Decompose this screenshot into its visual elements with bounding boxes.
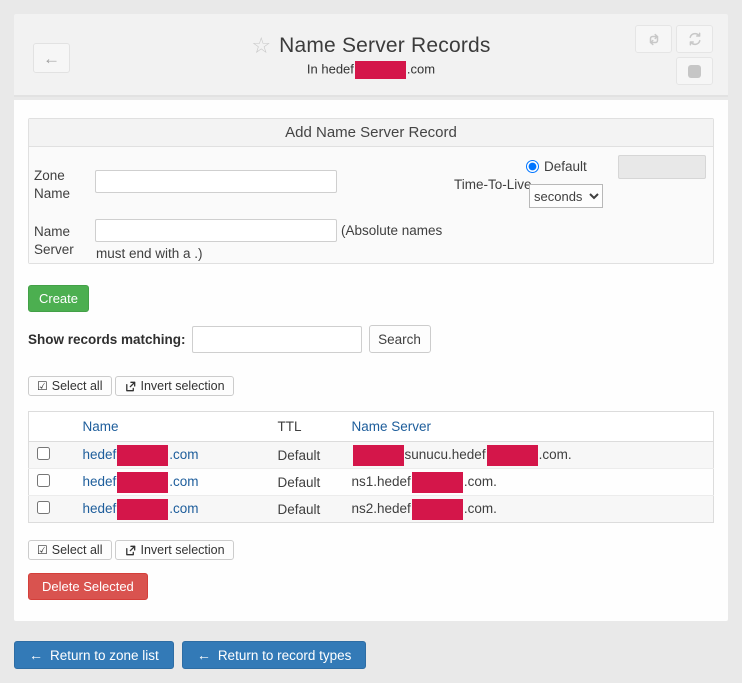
- name-server-label: Name Server: [34, 224, 74, 257]
- redaction-box: [354, 61, 406, 79]
- refresh-icon: [687, 31, 703, 47]
- form-body: Zone Name Time-To-Live Default seconds N…: [29, 147, 713, 263]
- invert-selection-label: Invert selection: [140, 543, 225, 557]
- record-ttl: Default: [277, 447, 321, 463]
- record-name-link[interactable]: hedef .com: [83, 471, 199, 493]
- invert-selection-icon: [124, 380, 137, 393]
- column-header-name[interactable]: Name: [82, 419, 119, 434]
- redaction-box: [486, 444, 538, 466]
- redaction-box: [117, 471, 169, 493]
- search-button[interactable]: Search: [368, 325, 431, 353]
- record-name-server: ns1.hedef .com.: [352, 469, 714, 496]
- table-header-row: Name TTL Name Server: [28, 411, 714, 442]
- record-ttl: Default: [277, 474, 321, 490]
- page-header: ← ☆ Name Server Records In hedef .com: [14, 14, 728, 97]
- title-wrap: ☆ Name Server Records In hedef .com: [14, 14, 728, 79]
- checkbox-checked-icon: ☑: [37, 543, 48, 557]
- invert-selection-icon: [124, 544, 137, 557]
- left-arrow-icon: ←: [196, 647, 211, 663]
- refresh-button[interactable]: [676, 25, 713, 53]
- table-row: hedef .com Default ns2.hedef .com.: [28, 495, 714, 523]
- return-to-zone-list-label: Return to zone list: [50, 647, 159, 663]
- back-arrow-icon: ←: [43, 48, 60, 68]
- select-all-label: Select all: [51, 543, 103, 557]
- redaction-box: [352, 444, 404, 466]
- record-name-link[interactable]: hedef .com: [83, 498, 199, 520]
- left-arrow-icon: ←: [29, 647, 43, 663]
- ttl-value-input[interactable]: [618, 155, 706, 179]
- stop-button[interactable]: [676, 57, 713, 85]
- select-all-label: Select all: [51, 379, 103, 393]
- redaction-box: [411, 471, 463, 493]
- search-row: Show records matching: Search: [28, 325, 714, 353]
- add-record-form: Add Name Server Record Zone Name Time-To…: [28, 118, 714, 264]
- selection-controls-bottom: ☑ Select all Invert selection: [28, 540, 714, 560]
- form-title: Add Name Server Record: [29, 119, 713, 147]
- ttl-unit-select[interactable]: seconds: [529, 184, 603, 208]
- return-to-record-types-button[interactable]: ← Return to record types: [181, 641, 367, 669]
- redaction-box: [117, 498, 169, 520]
- toggle-sort-button[interactable]: [635, 25, 672, 53]
- zone-name-input[interactable]: [95, 170, 337, 193]
- select-all-button[interactable]: ☑ Select all: [28, 540, 112, 560]
- checkbox-checked-icon: ☑: [37, 379, 48, 393]
- main-content: Add Name Server Record Zone Name Time-To…: [14, 100, 728, 621]
- invert-selection-button[interactable]: Invert selection: [114, 376, 234, 396]
- selection-controls-top: ☑ Select all Invert selection: [28, 376, 714, 396]
- table-row: hedef .com Default ns1.hedef .com.: [28, 469, 714, 496]
- select-all-button[interactable]: ☑ Select all: [28, 376, 112, 396]
- footer: ← Return to zone list ← Return to record…: [14, 641, 728, 669]
- header-toolbar: [635, 25, 713, 89]
- name-server-hint-right: (Absolute names: [341, 223, 443, 238]
- table-row: hedef .com Default sunucu.hedef .com.: [28, 441, 714, 469]
- name-server-hint-below: must end with a .): [96, 246, 203, 261]
- row-checkbox[interactable]: [37, 447, 50, 460]
- redaction-box: [117, 444, 169, 466]
- back-button[interactable]: ←: [33, 43, 70, 73]
- subtitle-prefix: In hedef: [306, 61, 354, 77]
- ttl-label: Time-To-Live: [454, 177, 532, 192]
- ttl-default-radio[interactable]: [526, 160, 539, 173]
- invert-selection-button[interactable]: Invert selection: [114, 540, 234, 560]
- row-checkbox[interactable]: [37, 501, 50, 514]
- return-to-record-types-label: Return to record types: [217, 647, 352, 663]
- records-table: Name TTL Name Server hedef .com Default s…: [28, 411, 714, 523]
- record-name-server: sunucu.hedef .com.: [352, 442, 714, 469]
- page-title: Name Server Records: [279, 34, 491, 57]
- subtitle-suffix: .com: [406, 61, 436, 77]
- invert-selection-label: Invert selection: [140, 379, 225, 393]
- stop-icon: [688, 64, 701, 78]
- zone-name-label: Zone Name: [34, 168, 71, 201]
- search-input[interactable]: [191, 325, 362, 353]
- redaction-box: [411, 498, 463, 520]
- record-name-server: ns2.hedef .com.: [352, 496, 714, 523]
- ttl-default-label: Default: [544, 159, 587, 174]
- search-label: Show records matching:: [28, 331, 186, 347]
- page-subtitle: In hedef .com: [14, 61, 728, 79]
- record-ttl: Default: [277, 501, 321, 517]
- row-checkbox[interactable]: [37, 474, 50, 487]
- delete-selected-button[interactable]: Delete Selected: [28, 573, 148, 600]
- column-header-name-server[interactable]: Name Server: [351, 419, 432, 434]
- name-server-input[interactable]: [95, 219, 337, 242]
- return-to-zone-list-button[interactable]: ← Return to zone list: [14, 641, 174, 669]
- favorite-star-icon[interactable]: ☆: [251, 33, 272, 58]
- create-button[interactable]: Create: [28, 285, 89, 312]
- column-header-ttl: TTL: [277, 419, 302, 434]
- repeat-icon: [646, 32, 662, 47]
- record-name-link[interactable]: hedef .com: [83, 444, 199, 466]
